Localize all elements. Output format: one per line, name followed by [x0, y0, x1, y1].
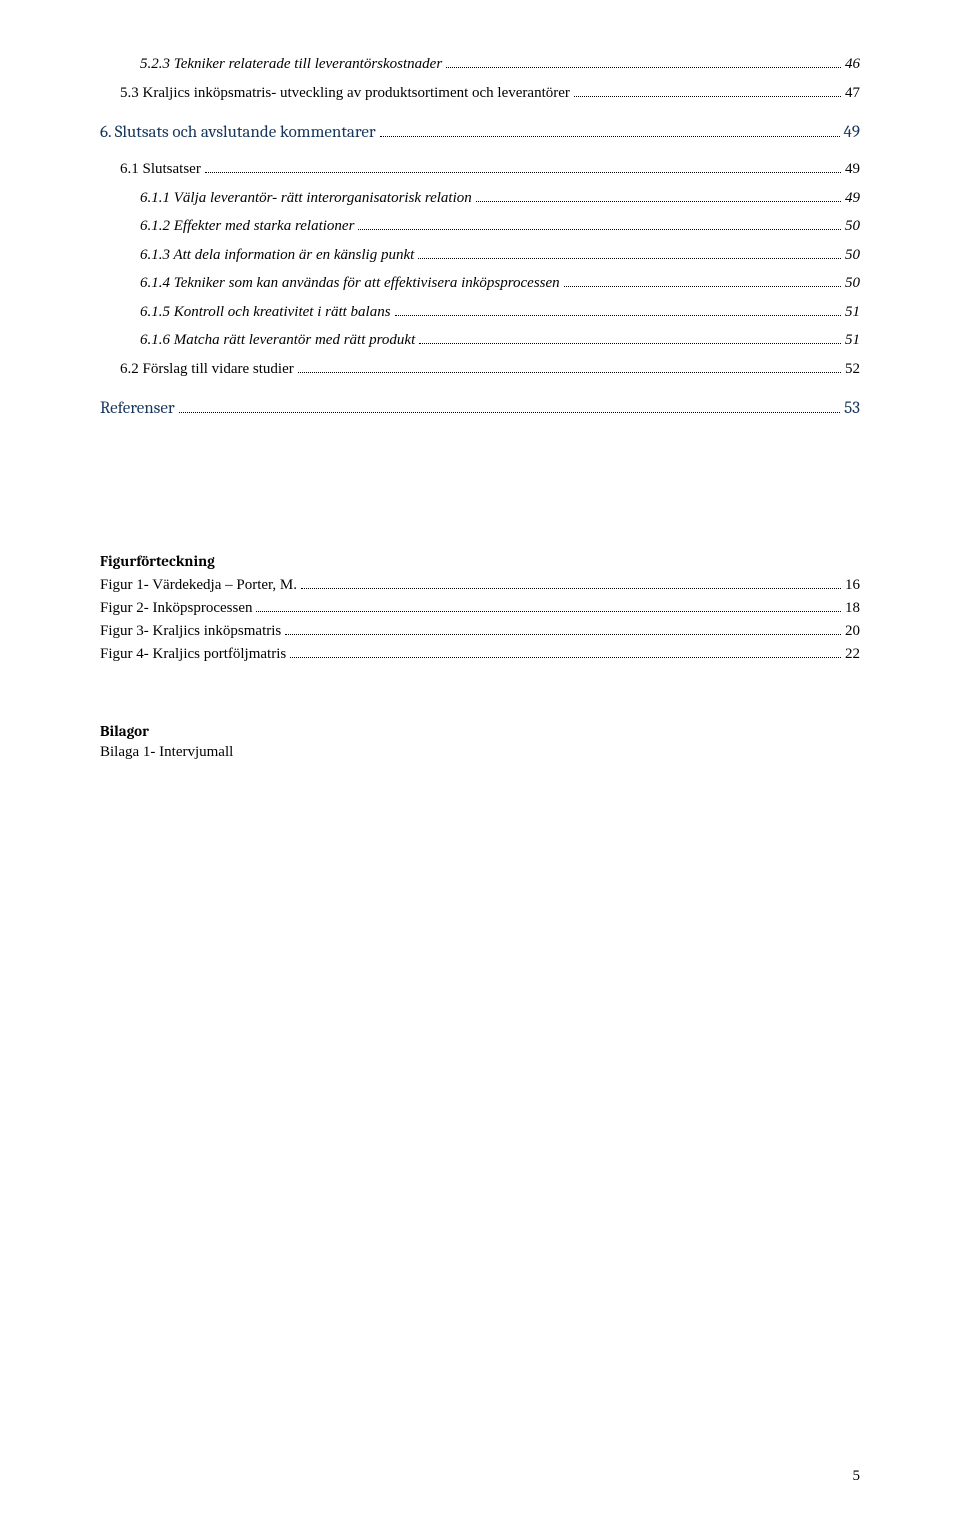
figure-entry: Figur 2- Inköpsprocessen 18 [100, 597, 860, 620]
toc-entry: 6.1.1 Välja leverantör- rätt interorgani… [100, 184, 860, 213]
toc-label: 6.1.5 Kontroll och kreativitet i rätt ba… [140, 298, 391, 327]
toc-entry: 6.1.2 Effekter med starka relationer 50 [100, 212, 860, 241]
figure-list-heading: Figurförteckning [100, 552, 860, 570]
toc-entry: 5.3 Kraljics inköpsmatris- utveckling av… [100, 79, 860, 108]
toc-page: 50 [845, 212, 860, 241]
toc-entry: 6.1.3 Att dela information är en känslig… [100, 241, 860, 270]
toc-label: 6. Slutsats och avslutande kommentarer [100, 117, 376, 149]
figure-leader-dots [256, 611, 841, 612]
toc-page: 47 [845, 79, 860, 108]
toc-leader-dots [358, 229, 841, 230]
toc-label: 6.1.3 Att dela information är en känslig… [140, 241, 414, 270]
toc-leader-dots [564, 286, 841, 287]
toc-entry: 6.1.6 Matcha rätt leverantör med rätt pr… [100, 326, 860, 355]
toc-entry: 6.2 Förslag till vidare studier 52 [100, 355, 860, 384]
toc-entry: 6.1.5 Kontroll och kreativitet i rätt ba… [100, 298, 860, 327]
toc-leader-dots [574, 96, 841, 97]
toc-page: 50 [845, 269, 860, 298]
toc-leader-dots [419, 343, 841, 344]
bilagor-line: Bilaga 1- Intervjumall [100, 740, 860, 764]
figure-list: Figur 1- Värdekedja – Porter, M.16Figur … [100, 574, 860, 667]
toc-leader-dots [446, 67, 841, 68]
figure-page: 20 [845, 620, 860, 643]
figure-label: Figur 2- Inköpsprocessen [100, 597, 252, 620]
figure-page: 16 [845, 574, 860, 597]
toc-label: 6.2 Förslag till vidare studier [120, 355, 294, 384]
bilagor-heading: Bilagor [100, 722, 860, 740]
toc-label: 5.3 Kraljics inköpsmatris- utveckling av… [120, 79, 570, 108]
figure-label: Figur 4- Kraljics portföljmatris [100, 643, 286, 666]
toc-leader-dots [298, 372, 841, 373]
figure-page: 22 [845, 643, 860, 666]
toc-container: 5.2.3 Tekniker relaterade till leverantö… [100, 50, 860, 432]
toc-label: 6.1.1 Välja leverantör- rätt interorgani… [140, 184, 472, 213]
toc-page: 51 [845, 298, 860, 327]
toc-label: 6.1 Slutsatser [120, 155, 201, 184]
toc-leader-dots [476, 201, 841, 202]
figure-leader-dots [301, 588, 841, 589]
figure-leader-dots [285, 634, 841, 635]
toc-leader-dots [418, 258, 841, 259]
toc-page: 53 [844, 393, 860, 425]
toc-entry: 6.1.4 Tekniker som kan användas för att … [100, 269, 860, 298]
toc-page: 52 [845, 355, 860, 384]
toc-entry: Referenser 53 [100, 383, 860, 431]
toc-page: 46 [845, 50, 860, 79]
toc-leader-dots [380, 136, 840, 137]
toc-label: 5.2.3 Tekniker relaterade till leverantö… [140, 50, 442, 79]
toc-leader-dots [179, 412, 840, 413]
toc-page: 49 [844, 117, 861, 149]
figure-label: Figur 1- Värdekedja – Porter, M. [100, 574, 297, 597]
figure-entry: Figur 1- Värdekedja – Porter, M. 16 [100, 574, 860, 597]
toc-page: 49 [845, 155, 860, 184]
toc-page: 50 [845, 241, 860, 270]
toc-entry: 6.1 Slutsatser 49 [100, 155, 860, 184]
page-number: 5 [853, 1468, 861, 1485]
toc-label: 6.1.4 Tekniker som kan användas för att … [140, 269, 560, 298]
toc-label: 6.1.6 Matcha rätt leverantör med rätt pr… [140, 326, 415, 355]
toc-page: 49 [845, 184, 860, 213]
toc-page: 51 [845, 326, 860, 355]
toc-entry: 6. Slutsats och avslutande kommentarer 49 [100, 107, 860, 155]
toc-entry: 5.2.3 Tekniker relaterade till leverantö… [100, 50, 860, 79]
toc-label: 6.1.2 Effekter med starka relationer [140, 212, 354, 241]
toc-leader-dots [395, 315, 841, 316]
toc-leader-dots [205, 172, 841, 173]
figure-entry: Figur 3- Kraljics inköpsmatris 20 [100, 620, 860, 643]
figure-page: 18 [845, 597, 860, 620]
toc-label: Referenser [100, 393, 175, 425]
figure-leader-dots [290, 657, 841, 658]
figure-entry: Figur 4- Kraljics portföljmatris 22 [100, 643, 860, 666]
figure-label: Figur 3- Kraljics inköpsmatris [100, 620, 281, 643]
